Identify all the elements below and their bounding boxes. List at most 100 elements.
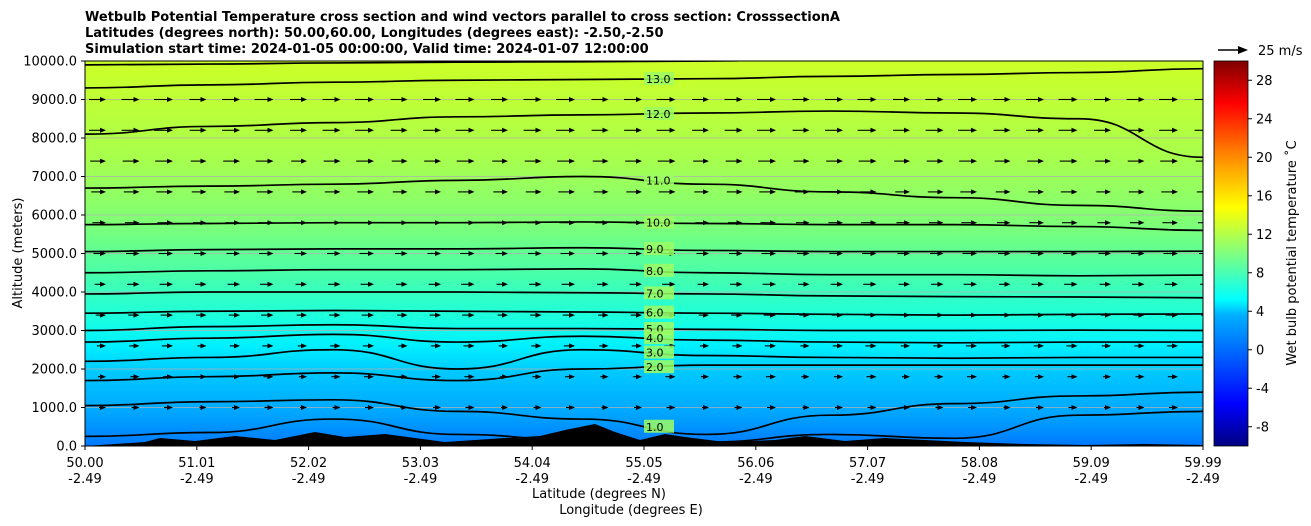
wind-vector-head <box>770 251 776 256</box>
wind-vector-head <box>401 127 408 133</box>
wind-vector-head <box>133 343 140 349</box>
wind-vector-head <box>301 281 307 287</box>
wind-vector-head <box>1105 405 1111 410</box>
wind-vector-head <box>770 97 776 102</box>
contour-label-11.0: 11.0 <box>646 174 671 187</box>
wind-vector-head <box>435 251 441 256</box>
contour-label-bg <box>644 263 674 277</box>
wind-vector-head <box>703 281 709 287</box>
wind-vector-head <box>267 251 274 256</box>
wind-vector-head <box>502 343 508 349</box>
colorbar-ticks: -8 -4 0 4 8 12 16 20 24 28 <box>1248 74 1273 435</box>
wind-vector-head <box>234 158 240 164</box>
x-tick-longitude: -2.49 <box>1186 472 1220 487</box>
wind-vector-head <box>502 312 508 318</box>
wind-vector-head <box>803 281 810 287</box>
x-tick-latitude: 58.08 <box>961 456 998 471</box>
wind-vector-head <box>435 189 441 195</box>
wind-vector-head <box>1172 281 1178 287</box>
wind-vector-head <box>1038 220 1044 226</box>
contour-label-10.0: 10.0 <box>646 217 671 230</box>
wind-vector-head <box>1206 220 1212 225</box>
wind-vector-head <box>937 158 944 164</box>
wind-vector-head <box>669 281 676 287</box>
wind-vector-head <box>937 343 944 349</box>
wind-vector-head <box>267 127 274 133</box>
wind-vector-head <box>803 97 810 102</box>
wind-vector-head <box>368 189 374 195</box>
wind-vector-head <box>167 127 173 133</box>
wind-vector-head <box>535 97 542 102</box>
contour-label-bg <box>644 215 674 229</box>
wind-vector-head <box>167 343 173 349</box>
wind-vector-head <box>1172 343 1178 349</box>
y-tick-label: 2000.0 <box>32 363 78 378</box>
wind-vector-head <box>167 405 173 410</box>
colorbar-tick-label: 16 <box>1256 189 1273 204</box>
x-tick-latitude: 59.99 <box>1184 456 1221 471</box>
wind-vector-head <box>267 97 274 102</box>
wind-vector-head <box>1071 97 1078 102</box>
wind-vector-head <box>368 312 374 318</box>
wind-vector-head <box>1138 127 1145 133</box>
wind-vector-head <box>1138 97 1145 102</box>
contour-label-bg <box>644 360 674 374</box>
wind-vector-head <box>468 312 475 318</box>
wind-vector-head <box>334 251 341 256</box>
contour-label-bg <box>644 419 674 433</box>
x-tick-longitude: -2.49 <box>627 472 661 487</box>
wind-vector-head <box>368 374 374 380</box>
wind-vector-head <box>736 158 743 164</box>
contour-label-13.0: 13.0 <box>646 73 671 86</box>
wind-vector-head <box>669 374 676 380</box>
wind-vector-head <box>770 158 776 164</box>
wind-vector-head <box>502 158 508 164</box>
wind-vector-head <box>602 189 609 195</box>
wind-vector-head <box>837 405 843 410</box>
wind-vector-head <box>301 343 307 349</box>
wind-vector-head <box>1172 127 1178 133</box>
wind-vector-head <box>770 281 776 287</box>
wind-vector-head <box>971 374 977 380</box>
wind-vector-head <box>535 405 542 410</box>
y-tick-label: 5000.0 <box>32 247 78 262</box>
wind-vector-head <box>468 405 475 410</box>
wind-vector-head <box>1105 127 1111 133</box>
wind-vector-head <box>301 312 307 318</box>
wind-vector-head <box>401 251 408 256</box>
wind-vector-head <box>200 127 207 133</box>
wind-vector-head <box>971 281 977 287</box>
wind-vector-head <box>669 97 676 102</box>
colorbar-tick-label: 4 <box>1256 305 1264 320</box>
wind-vector-head <box>301 127 307 133</box>
wind-vector-head <box>133 251 140 256</box>
wind-vector-head <box>1206 343 1212 348</box>
x-tick-latitude: 55.05 <box>625 456 662 471</box>
wind-vector-head <box>837 343 843 349</box>
wind-vector-head <box>1206 313 1212 318</box>
wind-vector-head <box>803 343 810 349</box>
wind-vector-head <box>904 343 910 349</box>
wind-vector-head <box>703 158 709 164</box>
wind-vector-head <box>937 374 944 380</box>
wind-vector-head <box>301 158 307 164</box>
wind-vector-head <box>1004 281 1011 287</box>
wind-vector-head <box>1038 343 1044 349</box>
wind-vector-head <box>234 97 240 102</box>
wind-vector-head <box>904 158 910 164</box>
wind-vector-head <box>602 405 609 410</box>
wind-vector-head <box>535 374 542 380</box>
wind-vector-head <box>267 281 274 287</box>
wind-vector-head <box>1206 282 1212 287</box>
wind-vector-head <box>334 97 341 102</box>
x-tick-longitude: -2.49 <box>404 472 438 487</box>
wind-vector-head <box>669 127 676 133</box>
wind-vector-head <box>234 189 240 195</box>
wind-vector-head <box>569 158 575 164</box>
wind-vector-head <box>133 281 140 287</box>
wind-vector-head <box>435 127 441 133</box>
wind-vector-head <box>1038 405 1044 410</box>
x-tick-longitude: -2.49 <box>68 472 102 487</box>
contour-label-bg <box>644 72 674 86</box>
wind-vector-head <box>1138 220 1145 226</box>
